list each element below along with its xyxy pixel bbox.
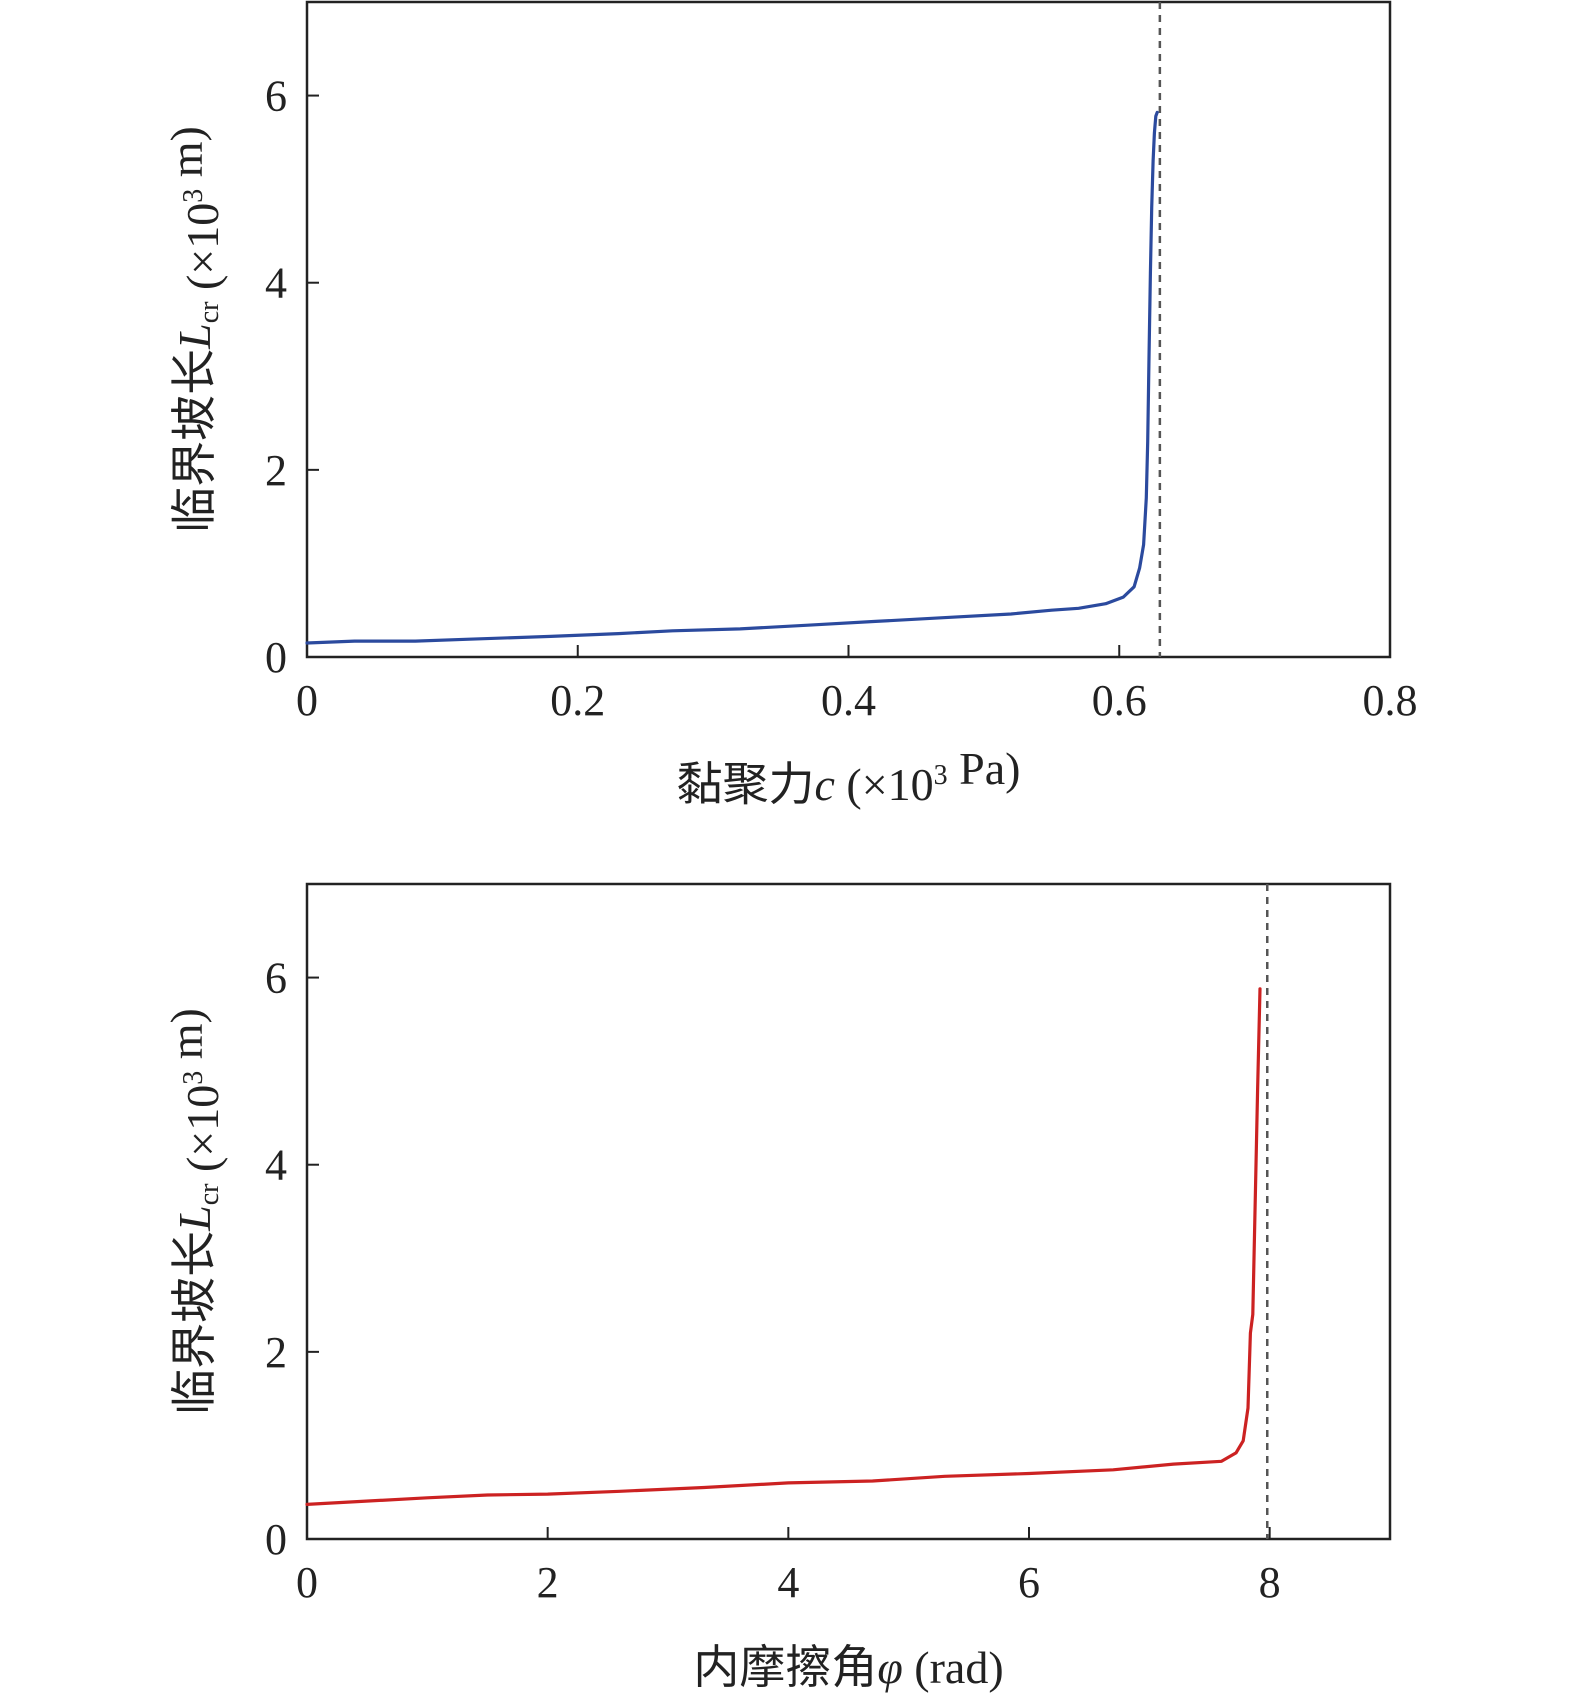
y-tick-label: 2 [265, 446, 287, 495]
x-tick-label: 0.4 [821, 676, 876, 725]
y-tick-label: 2 [265, 1328, 287, 1377]
x-tick-label: 6 [1018, 1558, 1040, 1607]
x-tick-label: 0.6 [1092, 676, 1147, 725]
chart-panel-1: 0 0.2 0.4 0.6 0.8 0 2 4 6 黏聚力c (×103 Pa) 临界坡长Lcr (… [161, 0, 1418, 810]
y-tick-label: 6 [265, 72, 287, 121]
y-tick-label: 0 [265, 633, 287, 682]
x-tick-label: 0 [296, 1558, 318, 1607]
plot-frame [305, 882, 1392, 1541]
y-tick-label: 6 [265, 954, 287, 1003]
x-tick-label: 2 [537, 1558, 559, 1607]
x-tick-label: 0 [296, 676, 318, 725]
y-axis-label: 临界坡长Lcr (×103 m) [161, 1008, 228, 1415]
x-tick-label: 0.2 [550, 676, 605, 725]
x-axis-label: 内摩擦角φ (rad) [693, 1642, 1003, 1693]
y-axis-label: 临界坡长Lcr (×103 m) [161, 126, 228, 533]
y-tick-label: 4 [265, 1141, 287, 1190]
series-line-1 [305, 987, 1262, 1506]
y-tick-label: 4 [265, 259, 287, 308]
plot-frame [305, 0, 1392, 659]
x-tick-label: 4 [777, 1558, 799, 1607]
y-tick-label: 0 [265, 1515, 287, 1564]
chart-panel-2: 0 2 4 6 8 0 2 4 6 内摩擦角φ (rad) 临界坡长Lcr (×103 m) [161, 882, 1392, 1693]
x-axis-label: 黏聚力c (×103 Pa) [676, 743, 1020, 810]
x-tick-label: 0.8 [1363, 676, 1418, 725]
series-line-1 [305, 110, 1159, 645]
x-tick-label: 8 [1259, 1558, 1281, 1607]
